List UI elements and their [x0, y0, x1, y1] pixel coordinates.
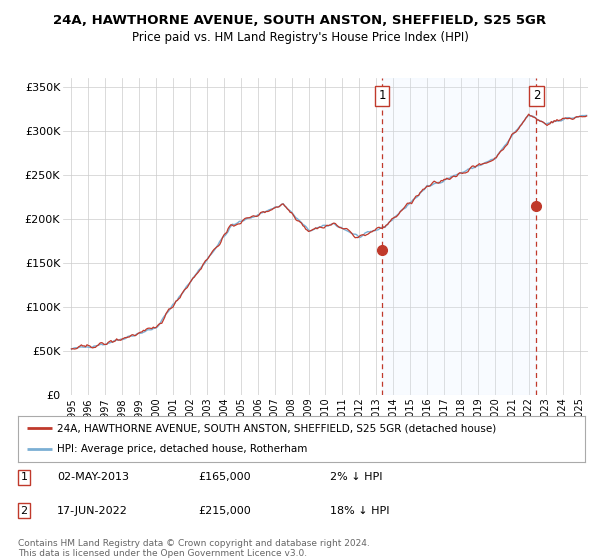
Text: HPI: Average price, detached house, Rotherham: HPI: Average price, detached house, Roth… [56, 445, 307, 455]
Text: 17-JUN-2022: 17-JUN-2022 [57, 506, 128, 516]
Text: 2% ↓ HPI: 2% ↓ HPI [330, 472, 383, 482]
Text: 1: 1 [378, 90, 386, 102]
Text: Price paid vs. HM Land Registry's House Price Index (HPI): Price paid vs. HM Land Registry's House … [131, 31, 469, 44]
Text: 2: 2 [533, 90, 540, 102]
Text: Contains HM Land Registry data © Crown copyright and database right 2024.
This d: Contains HM Land Registry data © Crown c… [18, 539, 370, 558]
Text: 02-MAY-2013: 02-MAY-2013 [57, 472, 129, 482]
Text: 1: 1 [20, 472, 28, 482]
Bar [382, 78, 536, 395]
Text: 18% ↓ HPI: 18% ↓ HPI [330, 506, 389, 516]
Text: 24A, HAWTHORNE AVENUE, SOUTH ANSTON, SHEFFIELD, S25 5GR: 24A, HAWTHORNE AVENUE, SOUTH ANSTON, SHE… [53, 14, 547, 27]
Text: £215,000: £215,000 [198, 506, 251, 516]
Text: 2: 2 [20, 506, 28, 516]
Text: £165,000: £165,000 [198, 472, 251, 482]
Text: 24A, HAWTHORNE AVENUE, SOUTH ANSTON, SHEFFIELD, S25 5GR (detached house): 24A, HAWTHORNE AVENUE, SOUTH ANSTON, SHE… [56, 423, 496, 433]
